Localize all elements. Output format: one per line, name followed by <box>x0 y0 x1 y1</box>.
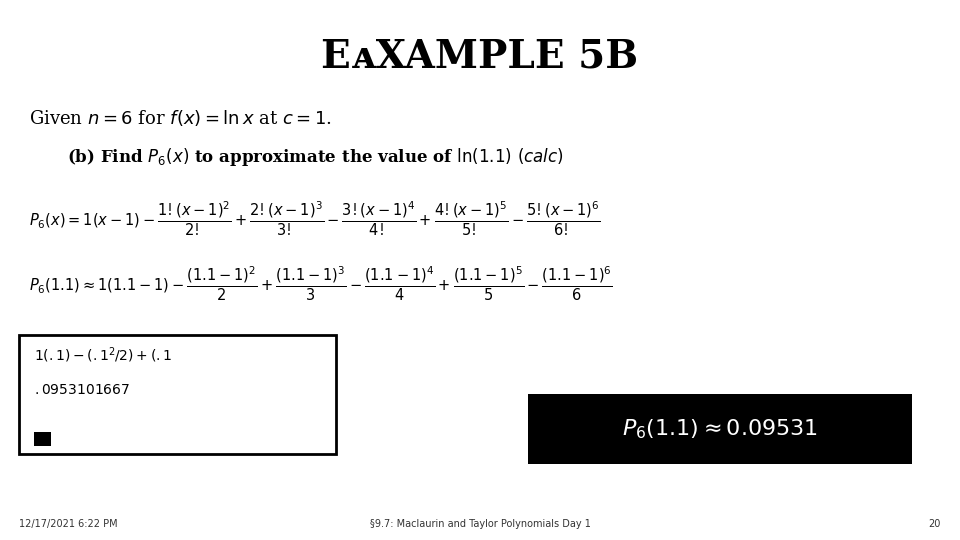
Text: §9.7: Maclaurin and Taylor Polynomials Day 1: §9.7: Maclaurin and Taylor Polynomials D… <box>370 519 590 529</box>
Text: Given $n = 6$ for $f(x) = \ln x$ at $c = 1$.: Given $n = 6$ for $f(x) = \ln x$ at $c =… <box>29 108 331 128</box>
FancyBboxPatch shape <box>528 394 912 464</box>
Bar <box>34 432 51 445</box>
Text: 20: 20 <box>928 519 941 529</box>
Text: $.0953101667$: $.0953101667$ <box>34 383 130 397</box>
Text: $P_6(1.1) \approx 0.09531$: $P_6(1.1) \approx 0.09531$ <box>622 417 818 441</box>
Text: (b) Find $P_6(x)$ to approximate the value of $\ln(1.1)$ $(calc)$: (b) Find $P_6(x)$ to approximate the val… <box>67 146 564 168</box>
Text: $1(.1)-(.1^2/2)+(.1$: $1(.1)-(.1^2/2)+(.1$ <box>34 346 172 365</box>
FancyBboxPatch shape <box>19 335 336 454</box>
Text: $P_6(x) = 1(x-1) - \dfrac{1!(x-1)^2}{2!} + \dfrac{2!(x-1)^3}{3!} - \dfrac{3!(x-1: $P_6(x) = 1(x-1) - \dfrac{1!(x-1)^2}{2!}… <box>29 200 601 238</box>
Text: 12/17/2021 6:22 PM: 12/17/2021 6:22 PM <box>19 519 118 529</box>
Text: EᴀXAMPLE 5B: EᴀXAMPLE 5B <box>322 38 638 76</box>
Text: $P_6(1.1) \approx 1(1.1-1) - \dfrac{(1.1-1)^2}{2} + \dfrac{(1.1-1)^3}{3} - \dfra: $P_6(1.1) \approx 1(1.1-1) - \dfrac{(1.1… <box>29 265 612 303</box>
